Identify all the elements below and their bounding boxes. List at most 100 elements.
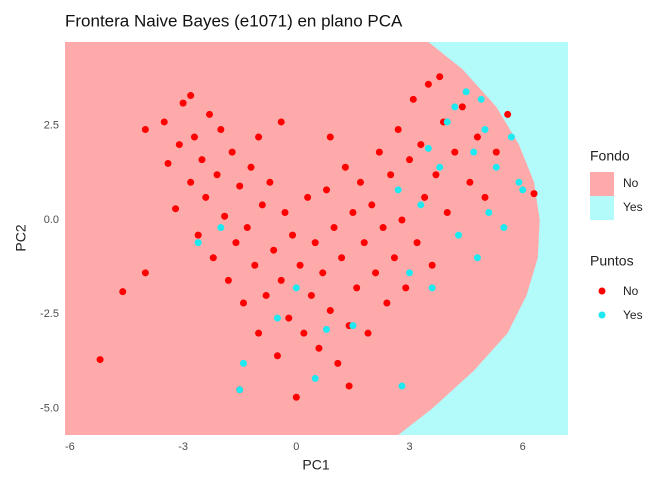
point xyxy=(417,201,425,209)
point xyxy=(334,359,342,367)
point xyxy=(228,148,236,156)
point xyxy=(209,254,217,262)
legend-swatch xyxy=(590,172,614,196)
legend-label: No xyxy=(623,176,639,190)
point xyxy=(292,393,300,401)
point xyxy=(239,299,247,307)
point xyxy=(470,148,478,156)
point xyxy=(458,103,466,111)
point xyxy=(206,110,214,118)
point xyxy=(492,148,500,156)
point xyxy=(277,276,285,284)
legend-title: Fondo xyxy=(590,148,630,164)
point xyxy=(247,163,255,171)
point xyxy=(213,171,221,179)
point xyxy=(462,88,470,96)
point xyxy=(311,239,319,247)
point xyxy=(477,95,485,103)
point xyxy=(375,148,383,156)
point xyxy=(451,103,459,111)
point xyxy=(394,126,402,134)
point xyxy=(281,208,289,216)
legend-swatch xyxy=(590,196,614,220)
point xyxy=(364,329,372,337)
legend-label: Yes xyxy=(623,308,643,322)
point xyxy=(243,224,251,232)
point xyxy=(504,110,512,118)
point xyxy=(466,178,474,186)
point xyxy=(394,186,402,194)
region-no xyxy=(65,42,540,435)
point xyxy=(307,291,315,299)
point xyxy=(349,208,357,216)
point xyxy=(338,254,346,262)
point xyxy=(398,382,406,390)
point xyxy=(277,118,285,126)
point xyxy=(251,261,259,269)
point xyxy=(236,386,244,394)
point xyxy=(387,171,395,179)
point xyxy=(187,92,195,100)
point xyxy=(409,95,417,103)
point xyxy=(300,329,308,337)
point xyxy=(217,126,225,134)
point xyxy=(473,254,481,262)
point xyxy=(485,208,493,216)
y-tick-label: 2.5 xyxy=(44,120,59,132)
point xyxy=(424,144,432,152)
point xyxy=(436,73,444,81)
point xyxy=(500,224,508,232)
y-tick-label: 0.0 xyxy=(44,214,59,226)
y-tick-label: -5.0 xyxy=(40,403,59,415)
point xyxy=(473,133,481,141)
point xyxy=(481,126,489,134)
point xyxy=(296,261,304,269)
x-tick-label: 6 xyxy=(520,441,526,453)
point xyxy=(507,133,515,141)
point xyxy=(319,269,327,277)
point xyxy=(515,178,523,186)
legend-key xyxy=(598,287,606,295)
point xyxy=(190,133,198,141)
point xyxy=(326,307,334,315)
point xyxy=(224,276,232,284)
point xyxy=(455,231,463,239)
point xyxy=(417,141,425,149)
point xyxy=(406,269,414,277)
point xyxy=(330,224,338,232)
x-tick-label: 0 xyxy=(293,441,299,453)
point xyxy=(96,356,104,364)
point xyxy=(424,80,432,88)
point xyxy=(266,178,274,186)
point xyxy=(292,284,300,292)
point xyxy=(289,231,297,239)
point xyxy=(273,314,281,322)
point xyxy=(179,99,187,107)
point xyxy=(451,148,459,156)
point xyxy=(198,156,206,164)
point xyxy=(530,190,538,198)
x-tick-label: 3 xyxy=(406,441,412,453)
point xyxy=(402,284,410,292)
point xyxy=(341,163,349,171)
point xyxy=(326,133,334,141)
point xyxy=(285,314,293,322)
x-tick-label: -3 xyxy=(178,441,188,453)
point xyxy=(360,239,368,247)
point xyxy=(236,182,244,190)
point xyxy=(481,193,489,201)
x-axis-title: PC1 xyxy=(302,457,329,473)
point xyxy=(141,269,149,277)
point xyxy=(262,291,270,299)
point xyxy=(255,133,263,141)
point xyxy=(273,352,281,360)
point xyxy=(258,201,266,209)
point xyxy=(413,239,421,247)
point xyxy=(353,284,361,292)
y-axis-title: PC2 xyxy=(13,224,29,251)
point xyxy=(119,288,127,296)
point xyxy=(519,186,527,194)
point xyxy=(239,359,247,367)
point xyxy=(492,163,500,171)
